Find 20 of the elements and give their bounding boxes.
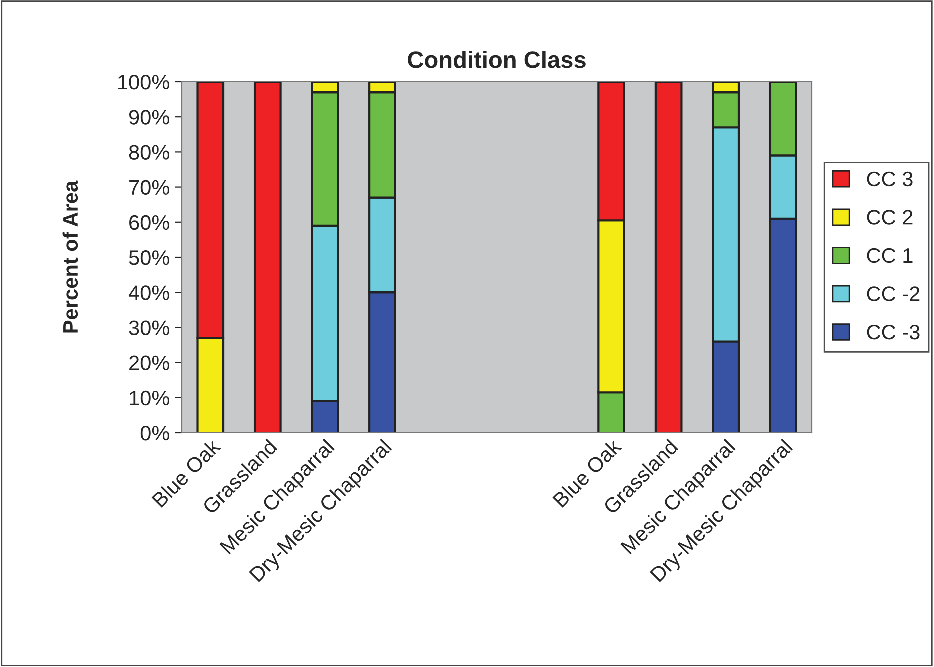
y-axis-title: Percent of Area xyxy=(62,180,78,333)
y-tick-label: 0% xyxy=(140,426,170,441)
chart-title: Condition Class xyxy=(408,51,586,68)
y-tick-label: 100% xyxy=(118,75,170,90)
bar xyxy=(254,82,282,433)
y-tick-label: 90% xyxy=(129,110,170,125)
y-tick-label: 30% xyxy=(129,320,170,336)
legend-label: CC -3 xyxy=(867,324,920,340)
y-tick-label: 40% xyxy=(128,286,170,300)
y-tick-label: 20% xyxy=(130,356,170,371)
y-tick-label: 60% xyxy=(130,215,170,230)
legend-label: CC 2 xyxy=(867,210,913,225)
y-tick-label: 80% xyxy=(129,145,170,160)
legend-label: CC 1 xyxy=(867,248,913,264)
y-tick-label: 70% xyxy=(130,180,170,196)
y-tick-label: 10% xyxy=(130,390,170,406)
bar xyxy=(654,82,683,433)
legend-label: CC 3 xyxy=(867,172,913,187)
legend-label: CC -2 xyxy=(867,286,920,302)
y-tick-label: 50% xyxy=(129,250,170,266)
